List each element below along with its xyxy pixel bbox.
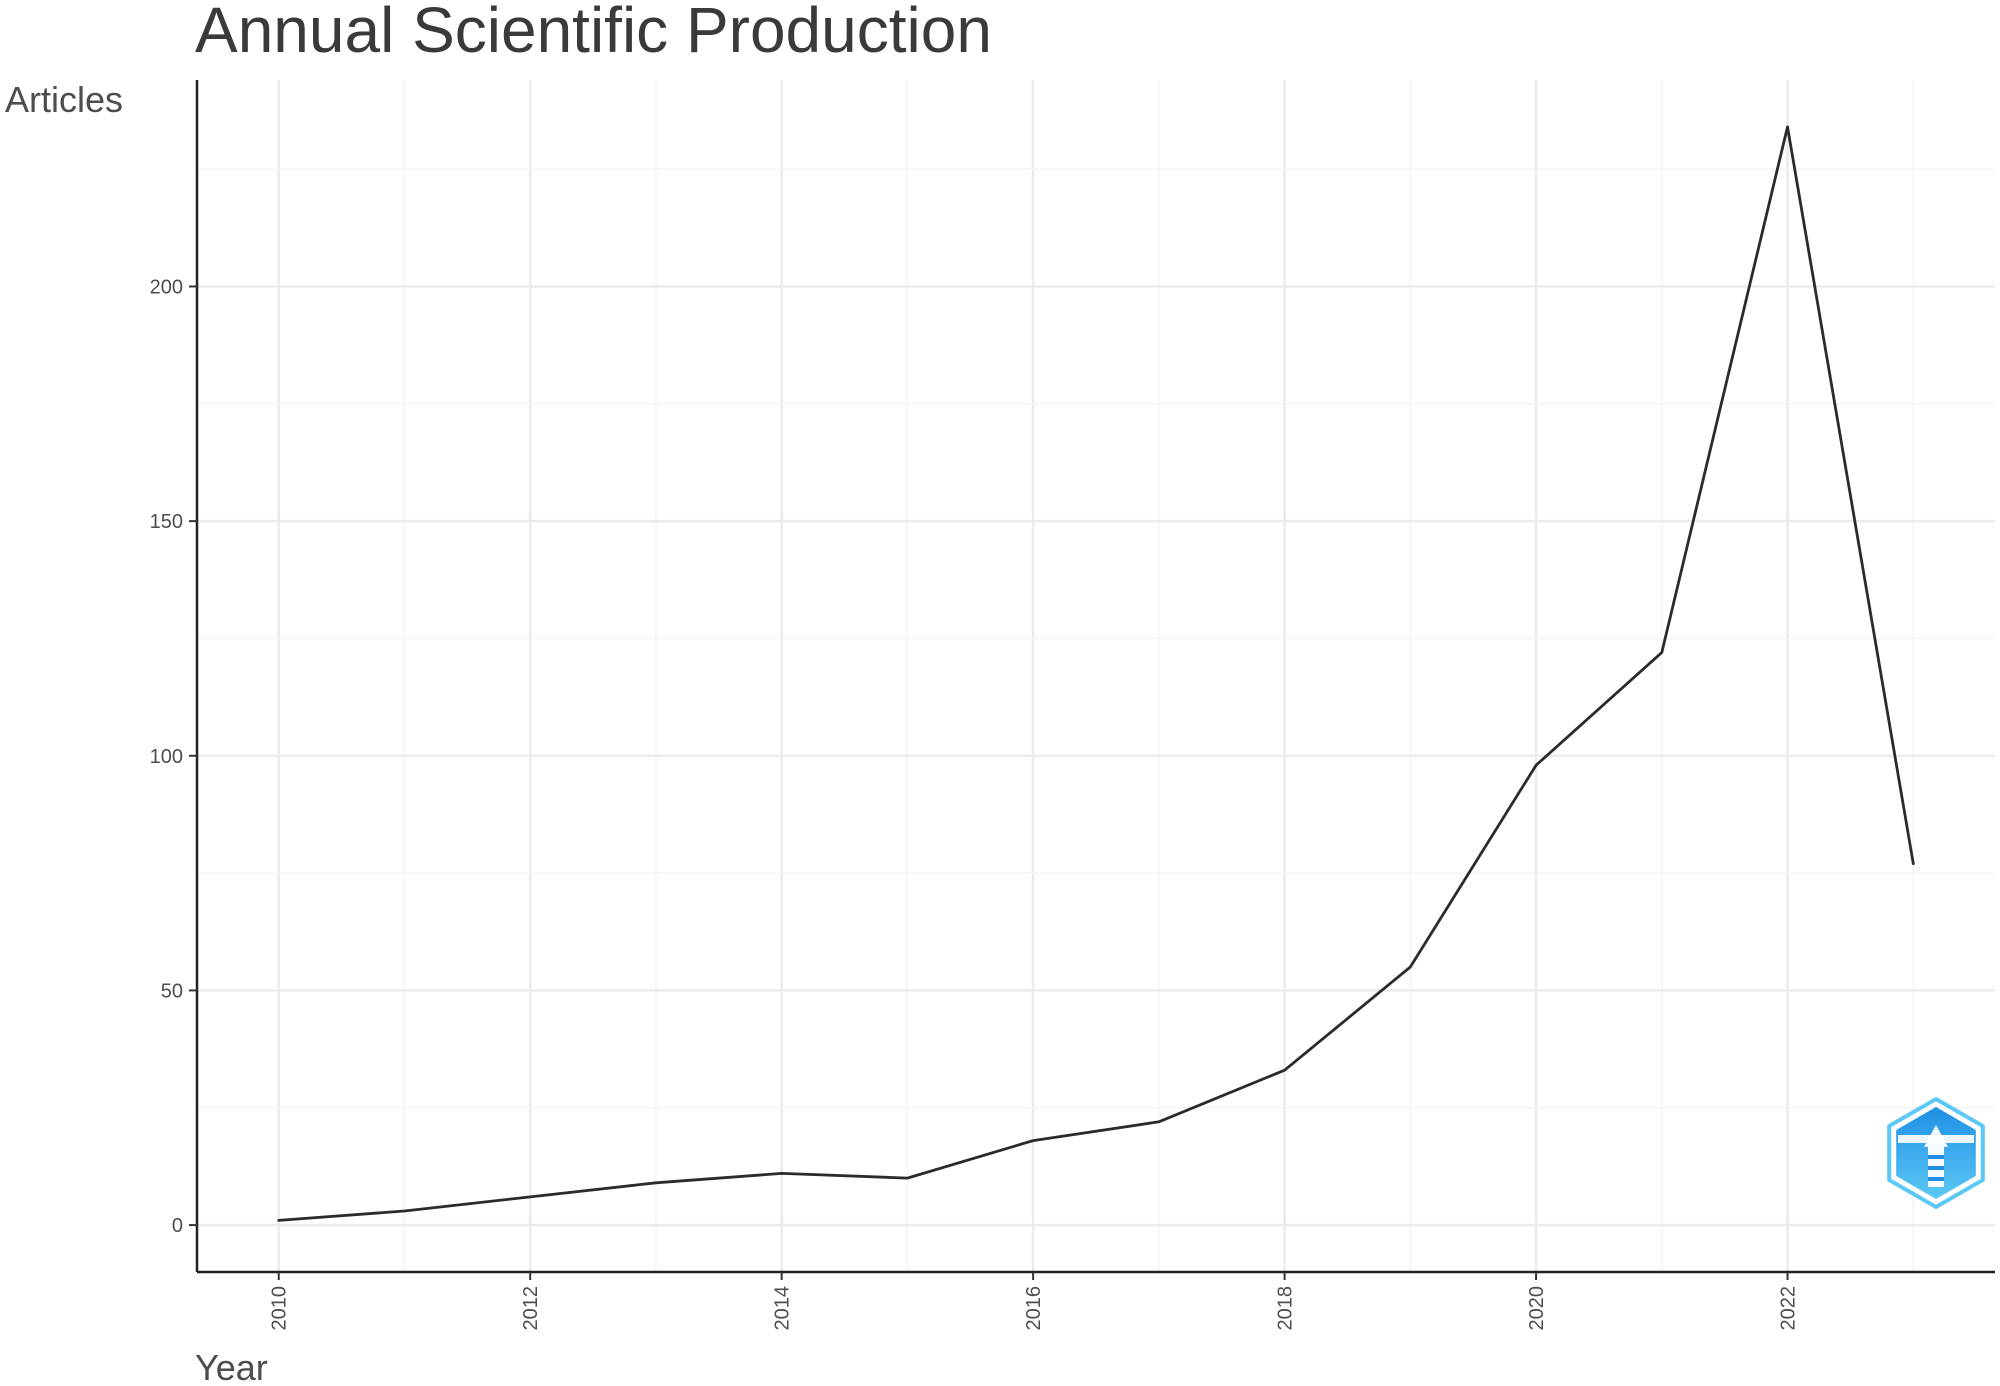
- x-tick-label: 2014: [772, 1286, 794, 1331]
- y-tick-label: 0: [172, 1215, 183, 1237]
- y-axis-title: Articles: [5, 79, 123, 120]
- logo-tower-stripe: [1928, 1155, 1944, 1159]
- x-tick-label: 2018: [1275, 1286, 1297, 1331]
- bibliometrix-logo: [1887, 1096, 1985, 1210]
- x-axis-title: Year: [195, 1347, 268, 1386]
- logo-tower-top: [1924, 1125, 1948, 1147]
- data-series: [277, 125, 1915, 1222]
- x-tick-label: 2010: [269, 1286, 291, 1331]
- tick-labels: 0 50 100 150 200 2010 2012 2014 2016 2018 2020 2022: [150, 276, 1800, 1330]
- y-tick-label: 200: [150, 276, 183, 298]
- logo-tower-stripe: [1928, 1177, 1944, 1181]
- series-line-0: [277, 125, 1915, 1222]
- x-tick-label: 2016: [1023, 1286, 1045, 1331]
- x-tick-label: 2012: [520, 1286, 542, 1331]
- grid-lines: [197, 80, 1995, 1272]
- y-tick-label: 50: [161, 980, 183, 1002]
- x-tick-label: 2022: [1778, 1286, 1800, 1331]
- chart-title: Annual Scientific Production: [195, 0, 992, 66]
- logo-tower-stripe: [1928, 1166, 1944, 1170]
- y-tick-label: 150: [150, 511, 183, 533]
- x-tick-label: 2020: [1526, 1286, 1548, 1331]
- logo-hex-outer: [1887, 1096, 1985, 1210]
- axes: [189, 80, 1995, 1280]
- y-tick-label: 100: [150, 746, 183, 768]
